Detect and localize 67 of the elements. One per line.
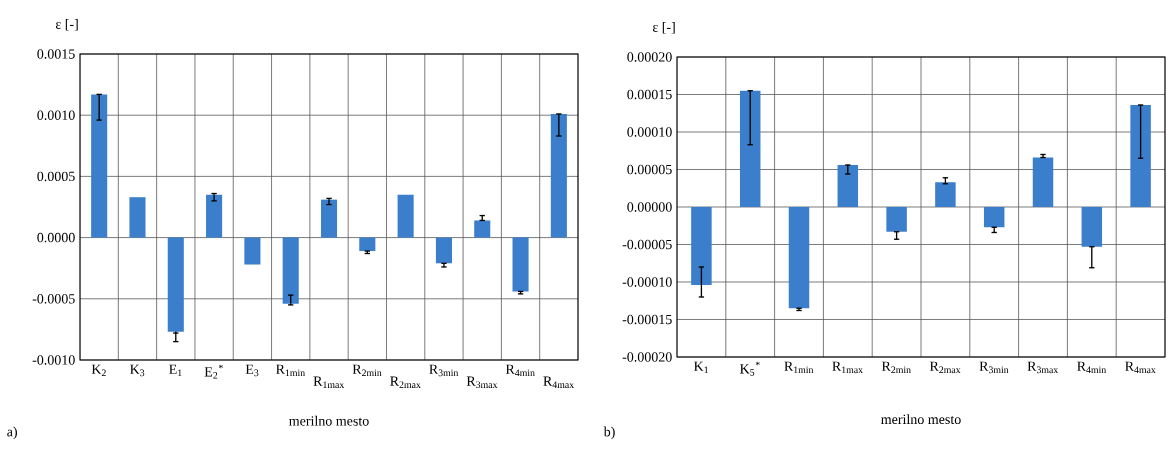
x-tick-label: E$_{1}$ [169,364,182,377]
x-tick-label: R$_{3max}$ [1027,361,1059,374]
x-tick-label: R$_{2min}$ [881,361,911,374]
bar [983,206,1005,228]
x-tick-label: K$_{1}$ [693,361,708,374]
x-tick-label: R$_{1max}$ [832,361,863,374]
bar [1081,206,1103,247]
y-tick-label: 0.00010 [627,127,672,137]
x-tick-label: R$_{1min}$ [276,364,305,377]
bar [167,237,184,332]
bar [691,206,712,285]
y-tick-label: -0.00005 [622,239,672,250]
bar [282,237,299,304]
text: b) [603,426,615,440]
bar [1130,104,1151,207]
x-tick-label: K$_{5}$* [739,361,760,376]
x-tick-label: R$_{1min}$ [784,361,814,374]
x-tick-label: R$_{2min}$ [352,364,382,377]
x-tick-label: R$_{3min}$ [979,361,1009,374]
y-tick-label: 0.00005 [627,164,672,175]
x-tick-label: R$_{3min}$ [429,364,459,377]
x-tick-label: R$_{4max}$ [1125,361,1156,374]
y-tick-label: 0.0015 [37,49,75,59]
bar [129,197,146,238]
y-tick-label: 0.0000 [37,232,75,243]
y-tick-label: 0.00020 [627,52,672,62]
x-tick-label: K$_{2}$ [91,364,106,377]
bar [1032,157,1054,207]
y-axis-title: ε [-] [652,22,675,34]
x-tick-label: K$_{3}$ [130,364,145,377]
bar [512,237,529,292]
bar [91,94,108,238]
bar [550,113,567,238]
bar [739,90,761,207]
y-tick-label: -0.0005 [32,294,75,304]
bar [837,164,859,207]
x-tick-label: R$_{4min}$ [1077,361,1107,374]
x-tick-label: R$_{4max}$ [543,376,574,388]
bar [435,237,452,264]
bar [886,206,907,232]
bar [320,199,338,238]
y-tick-label: 0.00000 [627,202,672,212]
y-tick-label: 0.0005 [37,171,75,182]
bar [206,194,223,238]
y-tick-label: -0.0010 [32,355,75,365]
x-tick-label: E$_{2}$* [204,364,223,379]
bar [397,194,414,238]
x-axis-title: merilno mesto [881,414,961,425]
x-tick-label: R$_{1max}$ [313,376,345,388]
bar [474,220,491,238]
x-tick-label: R$_{2max}$ [390,376,421,388]
bar [244,237,261,265]
x-tick-label: R$_{3max}$ [466,376,498,388]
text: a) [7,426,17,440]
y-axis-title: ε [-] [55,19,78,31]
x-tick-label: R$_{4min}$ [505,364,535,377]
y-tick-label: -0.00020 [622,352,672,362]
y-tick-label: -0.00015 [622,314,672,325]
bar [788,206,810,309]
bar [359,237,376,252]
bar [935,182,956,207]
y-tick-label: 0.00015 [627,89,672,100]
y-tick-label: -0.00010 [622,277,672,287]
y-tick-label: 0.0010 [37,110,75,120]
x-axis-title: merilno mesto [289,415,369,426]
x-tick-label: E$_{3}$ [245,364,259,377]
x-tick-label: R$_{2max}$ [929,361,961,374]
